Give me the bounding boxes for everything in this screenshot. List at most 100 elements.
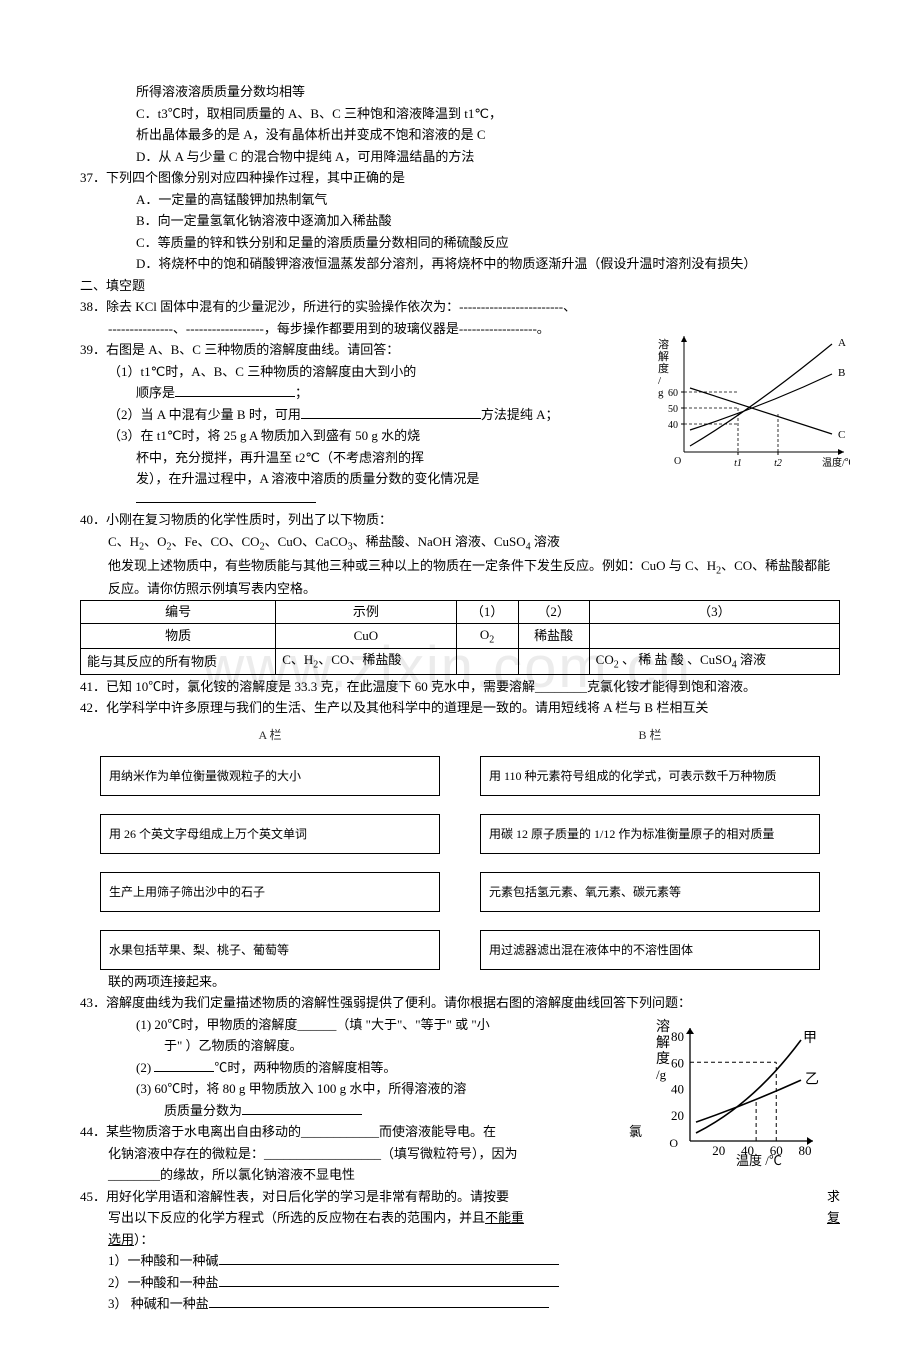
q42-head-b: B 栏 — [480, 726, 820, 744]
q45-s3: 3） 种碱和一种盐 — [80, 1294, 840, 1314]
q42-b-2[interactable]: 元素包括氢元素、氧元素、碳元素等 — [480, 872, 820, 912]
q39-blank1[interactable] — [175, 384, 295, 397]
q45-stem-text: 45．用好化学用语和溶解性表，对日后化学的学习是非常有帮助的。请按要 — [80, 1189, 509, 1204]
q37-opt-b: B．向一定量氢氧化钠溶液中逐滴加入稀盐酸 — [80, 211, 840, 231]
q42-tail: 联的两项连接起来。 — [80, 972, 840, 992]
q36-opt-d: D．从 A 与少量 C 的混合物中提纯 A，可用降温结晶的方法 — [80, 147, 840, 167]
q42-stem: 42．化学科学中许多原理与我们的生活、生产以及其他科学中的道理是一致的。请用短线… — [80, 698, 840, 718]
svg-text:乙: 乙 — [805, 1071, 819, 1087]
q38-dash1: ------------------------、 — [459, 299, 576, 314]
q40-r2-c1[interactable] — [456, 649, 518, 675]
q39-s3c-text: 发），在升温过程中，A 溶液中溶质的质量分数的变化情况是 — [136, 471, 479, 486]
svg-text:A: A — [838, 337, 846, 349]
q43-blank2[interactable] — [154, 1059, 214, 1072]
q44-l1-text: 44．某些物质溶于水电离出自由移动的____________而使溶液能导电。在 — [80, 1124, 496, 1139]
q45-s1-label: 1）一种酸和一种碱 — [108, 1253, 219, 1268]
q42-col-b: B 栏 用 110 种元素符号组成的化学式，可表示数千万种物质 用碳 12 原子… — [480, 726, 820, 970]
q40-r1-3: 稀盐酸 — [518, 623, 589, 649]
svg-text:g: g — [658, 387, 664, 399]
q42-a-3[interactable]: 水果包括苹果、梨、桃子、葡萄等 — [100, 930, 440, 970]
table-row: 能与其反应的所有物质 C、H2、CO、稀盐酸 CO2 、 稀 盐 酸 、CuSO… — [81, 649, 840, 675]
q45-blank2[interactable] — [219, 1274, 559, 1287]
q38-stem: 38．除去 KCl 固体中混有的少量泥沙，所进行的实验操作依次为：-------… — [80, 297, 840, 317]
q40-list: C、H2、O2、Fe、CO、CO2、CuO、CaCO3、稀盐酸、NaOH 溶液、… — [80, 532, 840, 555]
q40-r1-4[interactable] — [589, 623, 839, 649]
svg-text:溶: 溶 — [658, 337, 669, 351]
q40-th-0: 编号 — [81, 601, 276, 624]
svg-text:60: 60 — [668, 388, 678, 399]
q40-stem: 40．小刚在复习物质的化学性质时，列出了以下物质： — [80, 510, 840, 530]
q40-r2-c3: CO2 、 稀 盐 酸 、CuSO4 溶液 — [589, 649, 839, 675]
page-content: 所得溶液溶质质量分数均相等 C．t3℃时，取相同质量的 A、B、C 三种饱和溶液… — [80, 82, 840, 1314]
svg-text:80: 80 — [799, 1143, 812, 1158]
svg-text:解: 解 — [658, 349, 669, 363]
table-row: 物质 CuO O2 稀盐酸 — [81, 623, 840, 649]
q42-b-0[interactable]: 用 110 种元素符号组成的化学式，可表示数千万种物质 — [480, 756, 820, 796]
q45-stem2: 求 — [827, 1187, 840, 1207]
q45-s2-label: 2）一种酸和一种盐 — [108, 1275, 219, 1290]
svg-text:80: 80 — [671, 1029, 684, 1044]
q38-text: 38．除去 KCl 固体中混有的少量泥沙，所进行的实验操作依次为： — [80, 299, 459, 314]
q40-r2-c2[interactable] — [518, 649, 589, 675]
svg-text:B: B — [838, 367, 845, 379]
q41: 41．已知 10℃时，氯化铵的溶解度是 33.3 克，在此温度下 60 克水中，… — [80, 677, 840, 697]
svg-text:t1: t1 — [734, 458, 742, 469]
q40-th-1: 示例 — [276, 601, 456, 624]
q45-line2-text: 写出以下反应的化学方程式（所选的反应物在右表的范围内，并且 — [108, 1210, 485, 1225]
q42-grid: A 栏 用纳米作为单位衡量微观粒子的大小 用 26 个英文字母组成上万个英文单词… — [80, 726, 840, 970]
q37-opt-a: A．一定量的高锰酸钾加热制氧气 — [80, 190, 840, 210]
q39-blank3[interactable] — [136, 490, 316, 503]
svg-text:40: 40 — [668, 420, 678, 431]
q40-r1-1: CuO — [276, 623, 456, 649]
svg-text:解: 解 — [656, 1035, 670, 1051]
q39-blank2[interactable] — [301, 406, 481, 419]
q42-b-1[interactable]: 用碳 12 原子质量的 1/12 作为标准衡量原子的相对质量 — [480, 814, 820, 854]
svg-text:C: C — [838, 429, 845, 441]
q42-a-1[interactable]: 用 26 个英文字母组成上万个英文单词 — [100, 814, 440, 854]
svg-text:O: O — [674, 456, 681, 467]
svg-text:20: 20 — [712, 1143, 725, 1158]
svg-text:/g: /g — [656, 1067, 667, 1082]
q40-th-2: （1） — [456, 601, 518, 624]
q42-a-2[interactable]: 生产上用筛子筛出沙中的石子 — [100, 872, 440, 912]
svg-text:甲: 甲 — [803, 1031, 817, 1046]
q45-s3-label: 3） 种碱和一种盐 — [108, 1296, 209, 1311]
q45-blank1[interactable] — [219, 1252, 559, 1265]
q45-s2: 2）一种酸和一种盐 — [80, 1273, 840, 1293]
svg-text:20: 20 — [671, 1108, 684, 1123]
q36-opt-c: C．t3℃时，取相同质量的 A、B、C 三种饱和溶液降温到 t1℃， — [80, 104, 840, 124]
q42-a-0[interactable]: 用纳米作为单位衡量微观粒子的大小 — [100, 756, 440, 796]
q45-underline: 不能重 — [485, 1210, 524, 1225]
q44-l1b: 氯 — [629, 1122, 642, 1142]
q40-th-3: （2） — [518, 601, 589, 624]
svg-text:度: 度 — [656, 1051, 670, 1067]
svg-text:温度/℃: 温度/℃ — [822, 456, 850, 469]
q39-s2-text: （2）当 A 中混有少量 B 时，可用 — [108, 407, 301, 422]
svg-text:度: 度 — [658, 361, 669, 375]
q36-opt-c2: 析出晶体最多的是 A，没有晶体析出并变成不饱和溶液的是 C — [80, 125, 840, 145]
q40-r1-2: O2 — [456, 623, 518, 649]
svg-text:40: 40 — [741, 1143, 754, 1158]
q39-s2b: 方法提纯 A； — [481, 407, 559, 422]
q42-b-3[interactable]: 用过滤器滤出混在液体中的不溶性固体 — [480, 930, 820, 970]
svg-text:40: 40 — [671, 1081, 684, 1096]
q40-th-4: （3） — [589, 601, 839, 624]
q37-opt-d: D．将烧杯中的饱和硝酸钾溶液恒温蒸发部分溶剂，再将烧杯中的物质逐渐升温（假设升温… — [80, 254, 840, 274]
svg-text:t2: t2 — [774, 458, 782, 469]
q45-sel-u: 选用 — [108, 1232, 134, 1247]
q43-chart: O溶解度/g温度 /℃2040608020406080甲乙 — [650, 1009, 830, 1175]
q40-table: 编号 示例 （1） （2） （3） 物质 CuO O2 稀盐酸 能与其反应的所有… — [80, 600, 840, 675]
q37-opt-c: C．等质量的锌和铁分别和足量的溶质质量分数相同的稀硫酸反应 — [80, 233, 840, 253]
q45-blank3[interactable] — [209, 1295, 549, 1308]
q42-head-a: A 栏 — [100, 726, 440, 744]
q45-underline2: 复 — [827, 1210, 840, 1225]
q39-chart: 405060t1t2溶解度/g温度/℃OABC — [650, 330, 850, 476]
q45-s1: 1）一种酸和一种碱 — [80, 1251, 840, 1271]
q39-s1b-label: 顺序是 — [136, 385, 175, 400]
q45-stem: 45．用好化学用语和溶解性表，对日后化学的学习是非常有帮助的。请按要 求 — [80, 1187, 840, 1207]
svg-text:/: / — [658, 375, 662, 387]
section-2-heading: 二、填空题 — [80, 276, 840, 296]
svg-text:溶: 溶 — [656, 1019, 670, 1035]
q43-blank3[interactable] — [242, 1102, 362, 1115]
svg-text:60: 60 — [671, 1055, 684, 1070]
